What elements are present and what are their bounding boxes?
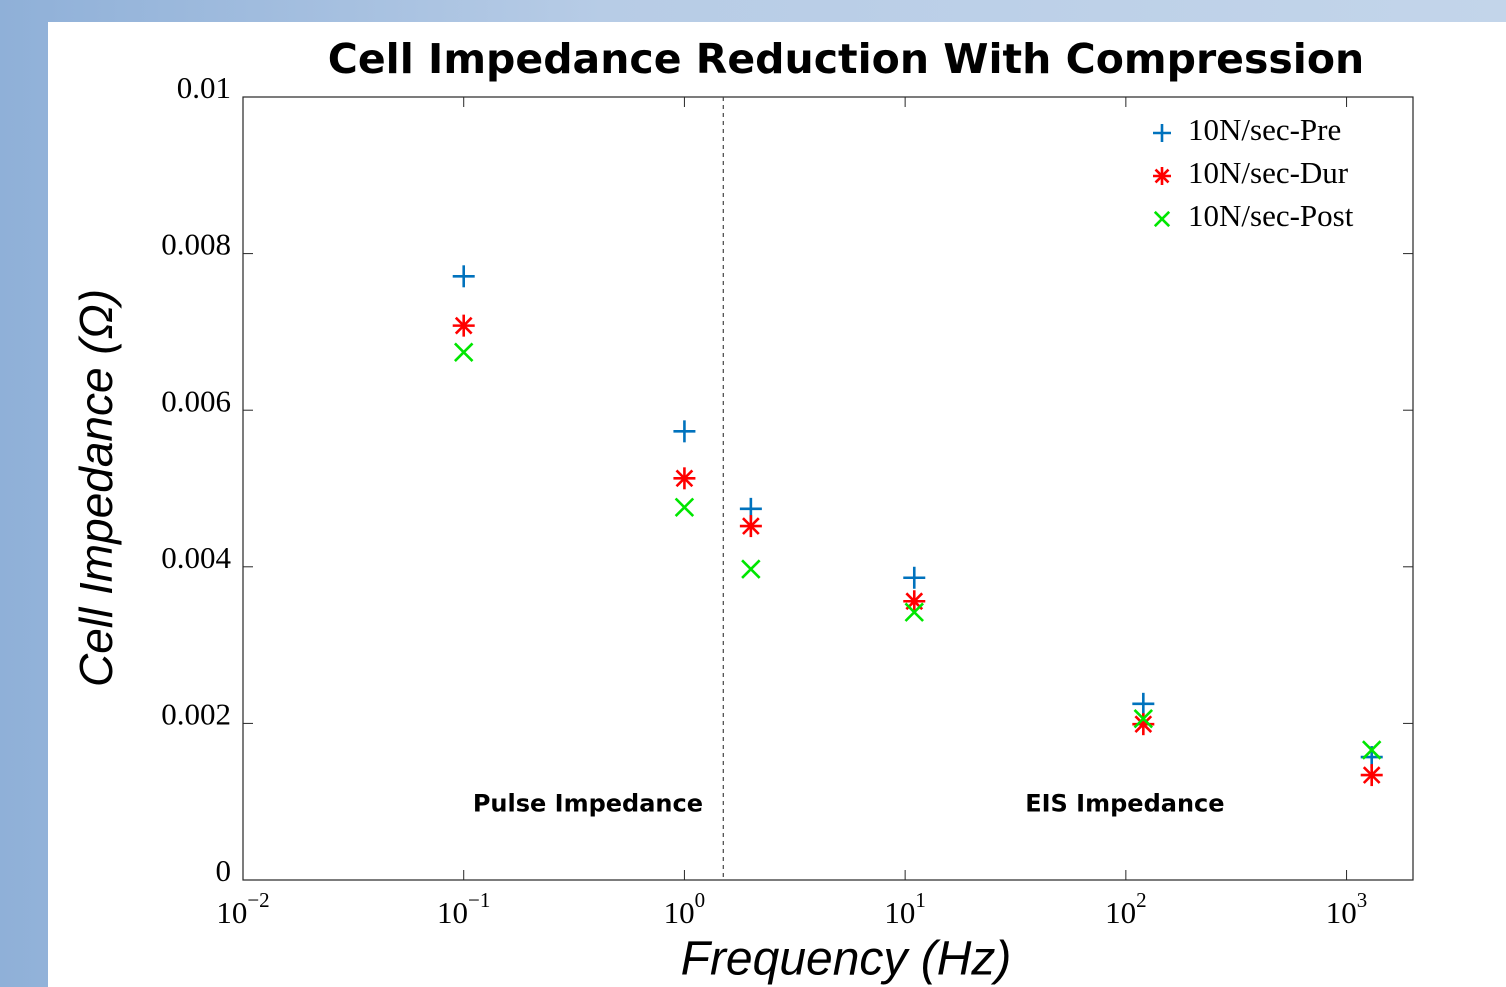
marker-stroke [1133,708,1154,729]
point [452,265,475,288]
annotation: Pulse Impedance [473,790,703,818]
legend-label: 10N/sec-Dur [1188,155,1349,190]
point [1132,713,1155,736]
x-tick-label: 10−2 [216,888,269,930]
y-tick-label: 0.01 [177,70,231,105]
y-tick-label: 0.006 [161,383,231,418]
marker-stroke [1153,210,1171,228]
y-tick-label: 0.004 [161,540,231,575]
marker-stroke [1361,740,1382,760]
marker-stroke [904,602,924,622]
point [673,467,696,490]
marker-stroke [1134,715,1153,734]
point [673,420,696,443]
x-tick-label: 10−1 [437,888,490,930]
point [903,590,926,613]
point [1133,708,1154,729]
plot-area [242,96,1414,881]
legend-label: 10N/sec-Pre [1188,112,1341,147]
point [674,497,695,518]
legend-label: 10N/sec-Post [1188,198,1354,233]
point [904,602,924,622]
x-tick-label: 102 [1105,888,1147,930]
y-tick-label: 0.008 [161,227,231,262]
marker-stroke [1362,766,1381,784]
marker-stroke [675,469,694,488]
x-tick-label: 100 [664,888,706,930]
point [453,342,474,362]
chart-title: Cell Impedance Reduction With Compressio… [328,35,1364,83]
y-axis-label: Cell Impedance (Ω) [70,289,122,687]
legend-marker [1153,167,1171,185]
point [1361,740,1382,760]
x-tick-label: 101 [884,888,926,930]
panel [48,22,1506,987]
y-tick-label: 0 [216,853,232,888]
point [903,566,926,589]
annotation: EIS Impedance [1025,790,1224,818]
marker-stroke [742,517,760,535]
legend-marker [1153,210,1171,228]
point [739,515,762,538]
point [1132,692,1155,715]
point [452,314,475,337]
marker-stroke [674,497,695,518]
marker-stroke [741,559,761,579]
legend-marker [1153,124,1171,142]
point [1360,764,1383,787]
marker-stroke [454,316,473,335]
y-tick-label: 0.002 [161,697,231,732]
marker-stroke [1154,168,1170,184]
point [741,559,761,579]
marker-stroke [453,342,474,362]
x-tick-label: 103 [1326,888,1368,930]
x-axis-label: Frequency (Hz) [681,933,1012,986]
